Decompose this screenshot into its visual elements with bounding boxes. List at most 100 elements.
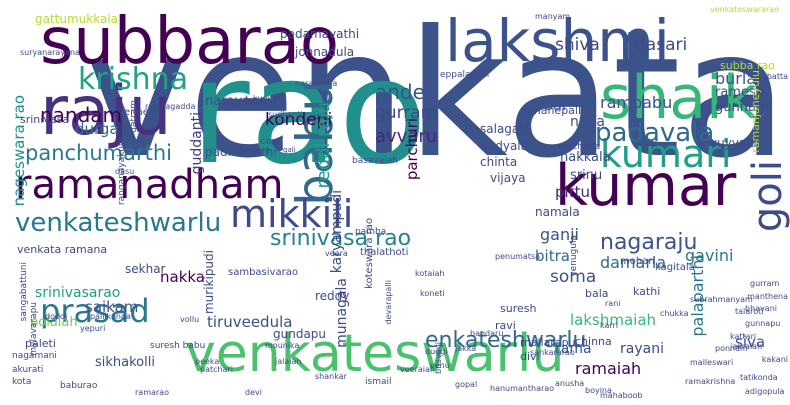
word-sambasivarao: sambasivarao (228, 267, 298, 278)
word-bandaru: bandaru (470, 329, 504, 338)
word-soma: soma (550, 267, 597, 287)
word-lakshmi: lakshmi (445, 7, 670, 75)
word-karyampudi: karyampudi (329, 190, 345, 274)
word-ramaiah: ramaiah (575, 359, 642, 378)
word-rao: rao (190, 28, 428, 197)
word-srinivasarao: srinivasarao (35, 285, 121, 301)
word-koneti: koneti (420, 289, 445, 298)
word-hanumantharao: hanumantharao (490, 384, 555, 393)
word-venkateshwarlu: venkateshwarlu (15, 208, 222, 238)
word-rani: rani (605, 299, 621, 308)
word-ramesh: ramesh (715, 85, 764, 100)
word-siva: siva (735, 333, 766, 351)
word-kotaiah: kotaiah (415, 269, 445, 278)
word-bhavani: bhavani (745, 304, 777, 313)
word-reddi-raju: reddi raju (313, 102, 334, 189)
word-gatram: gatram (129, 100, 139, 133)
word-penumatsa: penumatsa (495, 252, 541, 261)
word-batta: batta (766, 72, 788, 81)
word-venkata-ramana: venkata ramana (17, 243, 108, 256)
word-rama: rama (555, 341, 592, 357)
word-rambabu: rambabu (600, 93, 673, 112)
word-patchari: patchari (200, 365, 233, 374)
word-bhavani: bhavani (434, 342, 443, 374)
word-gopal: gopal (455, 380, 478, 389)
word-ramanadham: ramanadham (15, 162, 284, 208)
word-padmavathi: padmavathi (205, 145, 277, 159)
word-mounika: mounika (265, 341, 300, 350)
word-subba-rao: subba rao (720, 59, 775, 72)
word-ramakrishna: ramakrishna (685, 377, 736, 386)
word-jakka: jakka (455, 344, 477, 353)
word-nakka: nakka (160, 268, 205, 286)
word-regulagadda: regulagadda (145, 102, 196, 111)
word-vuyyala: vuyyala (710, 136, 757, 150)
word-dasu: dasu (115, 167, 135, 176)
word-gali: gali (283, 146, 296, 154)
word-venkateswararao: venkateswararao (710, 5, 780, 14)
word-burla: burla (715, 69, 757, 88)
word-manyam: manyam (535, 12, 571, 21)
word-srinivasa: srinivasa (20, 113, 70, 126)
word-ismail: ismail (365, 377, 392, 387)
word-kumari: kumari (600, 132, 732, 176)
word-chinna: chinna (575, 335, 612, 348)
word-venu: venu (430, 361, 450, 370)
word-rayani: rayani (620, 341, 664, 357)
word-goli: goli (745, 160, 790, 233)
word-raju: raju (40, 72, 172, 151)
word-bitra: bitra (535, 247, 570, 265)
word-gavini: gavini (685, 246, 734, 265)
word-suresh-babu: suresh babu (150, 341, 206, 351)
word-kota: kota (12, 377, 32, 387)
word-karri: karri (600, 321, 619, 330)
word-parchuri: parchuri (403, 118, 421, 181)
word-pamba: pamba (355, 227, 387, 237)
word-mylavarapu: mylavarapu (29, 302, 39, 356)
word-namala: namala (535, 205, 580, 219)
word-kumar: kumar (555, 153, 737, 219)
word-srinu: srinu (570, 168, 603, 183)
word-vollu: vollu (180, 315, 200, 324)
word-mohan: mohan (620, 256, 655, 267)
word-talaroti: talaroti (735, 307, 764, 316)
word-dasari: dasari (635, 35, 688, 55)
word-veera: veera (325, 249, 348, 258)
word-shankar: shankar (315, 372, 347, 381)
word-boyina: boyina (585, 386, 612, 395)
word-kakani: kakani (761, 355, 788, 364)
word-reddy: reddy (315, 289, 350, 303)
word-kundeti: kundeti (253, 94, 283, 103)
word-ramanjaneyulu: ramanjaneyulu (749, 70, 762, 153)
word-gurram: gurram (750, 279, 780, 288)
word-lakshmaiah: lakshmaiah (570, 311, 657, 329)
word-chukka: chukka (660, 309, 689, 318)
word-guddanti: guddanti (189, 112, 205, 175)
word-doddi: doddi (45, 312, 68, 321)
word-pallikonda: pallikonda (90, 312, 131, 321)
word-ramarao: ramarao (135, 388, 169, 397)
word-suryanarayana: suryanarayana (20, 48, 80, 57)
word-gunnam: gunnam (715, 100, 769, 115)
word-nagamani: nagamani (12, 351, 57, 361)
word-sikhakolli: sikhakolli (95, 355, 155, 370)
word-jalaiah: jalaiah (275, 357, 302, 366)
word-avvaru: avvaru (375, 126, 438, 147)
word-divi: divi (520, 350, 540, 363)
word-yepuri: yepuri (80, 324, 106, 333)
word-chinta: chinta (480, 155, 518, 169)
word-sai: sai (545, 96, 567, 114)
word-mahaboob: mahaboob (600, 391, 643, 400)
word-eppalapalli: eppalapalli (440, 70, 490, 80)
word-tiruveedula: tiruveedula (207, 313, 293, 331)
word-nakkala: nakkala (560, 150, 611, 165)
word-tatikonda: tatikonda (740, 373, 778, 382)
word-ganji: ganji (540, 225, 579, 244)
word-suresh: suresh (500, 302, 537, 315)
word-padavala: padavala (595, 118, 715, 148)
word-nandam: nandam (40, 103, 123, 127)
word-bala: bala (585, 287, 609, 300)
word-salagala: salagala (480, 122, 530, 136)
word-koteswara-rao: koteswara rao (364, 218, 375, 289)
word-gunnapu: gunnapu (745, 319, 781, 328)
